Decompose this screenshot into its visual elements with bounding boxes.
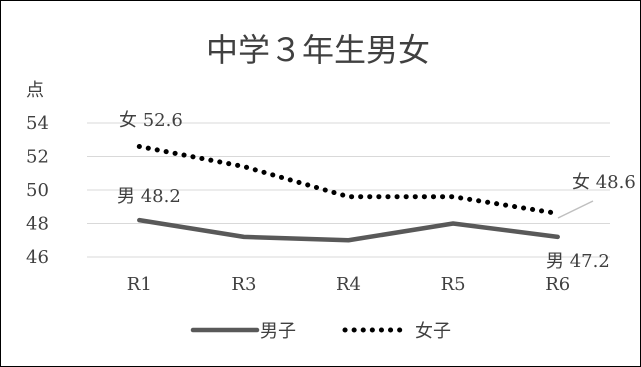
label-leader-line <box>557 200 594 219</box>
data-label: 男 47.2 <box>546 251 610 272</box>
data-labels: 女 52.6 男 48.2 女 48.6 男 47.2 <box>117 110 636 272</box>
x-tick-label: R4 <box>336 274 361 295</box>
x-axis-ticks: R1 R3 R4 R5 R6 <box>127 274 570 295</box>
data-label: 男 48.2 <box>117 186 181 207</box>
legend: 男子 女子 <box>190 321 451 342</box>
series-line-female <box>136 143 561 216</box>
y-axis-unit-label: 点 <box>26 80 44 101</box>
y-tick-label: 52 <box>26 147 49 168</box>
y-tick-label: 46 <box>26 247 49 268</box>
x-tick-label: R6 <box>545 274 570 295</box>
data-label: 女 48.6 <box>572 172 636 193</box>
legend-label: 女子 <box>415 321 451 342</box>
chart-title: 中学３年生男女 <box>206 31 430 69</box>
series-line-male <box>137 217 560 243</box>
y-tick-label: 50 <box>26 180 49 201</box>
y-tick-label: 48 <box>26 214 49 235</box>
series-lines <box>136 143 561 243</box>
x-tick-label: R5 <box>441 274 466 295</box>
legend-label: 男子 <box>260 321 296 342</box>
y-tick-label: 54 <box>26 113 49 134</box>
data-label: 女 52.6 <box>119 110 183 131</box>
x-tick-label: R1 <box>127 274 152 295</box>
y-axis-ticks: 46 48 50 52 54 <box>26 113 49 268</box>
x-tick-label: R3 <box>231 274 256 295</box>
